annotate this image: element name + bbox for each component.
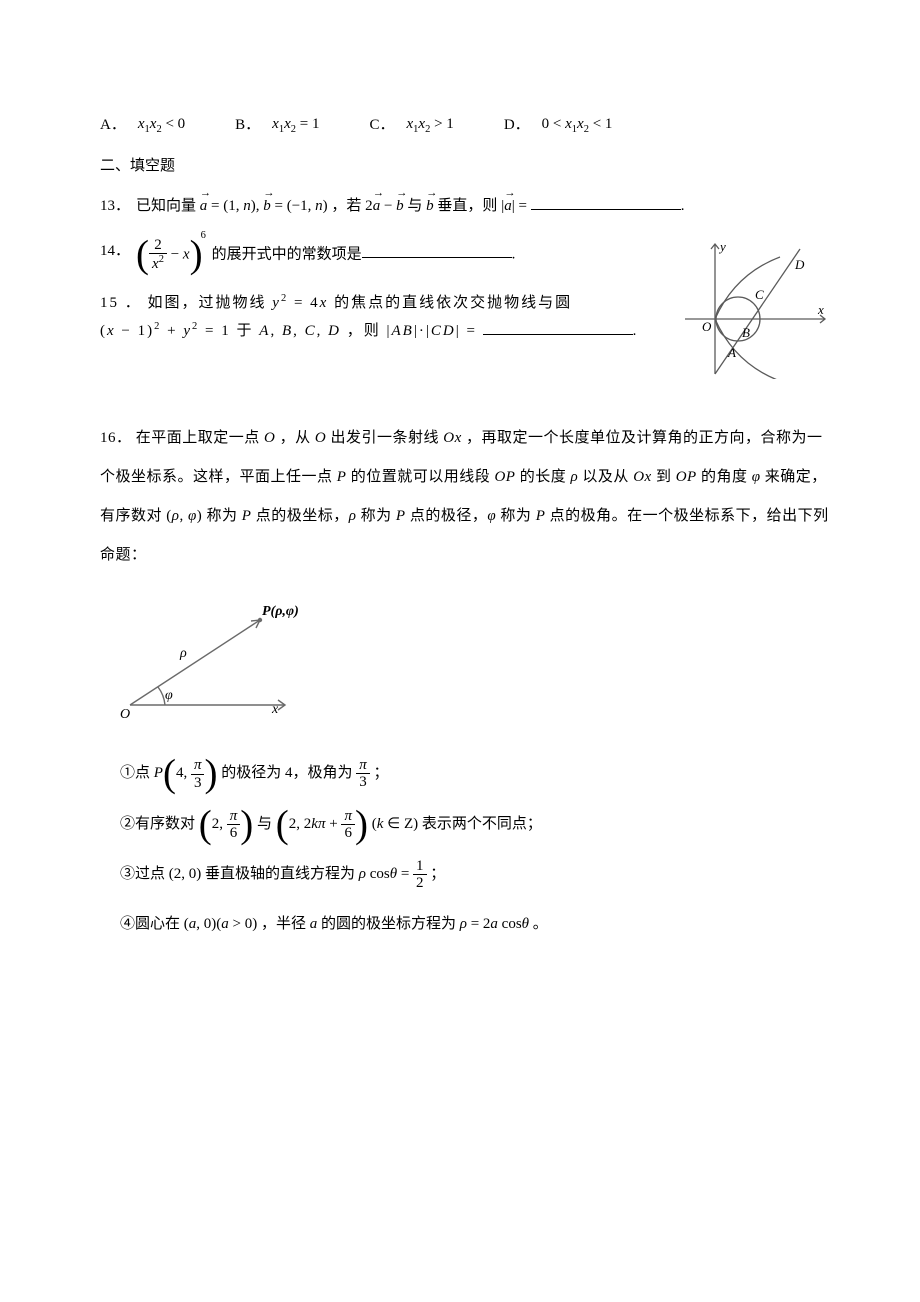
q16-statements: ①点 P(4, π3) 的极径为 4，极角为 π3 ； ②有序数对 (2, π6… <box>120 755 830 942</box>
abs-a-icon: |a| <box>501 198 515 214</box>
svg-text:ρ: ρ <box>179 646 187 661</box>
s3-frac: 12 <box>413 858 427 892</box>
svg-text:x: x <box>271 702 279 717</box>
figure-15: y x O D C B A <box>680 239 830 379</box>
q15-eq1: y2 = 4x <box>272 295 328 311</box>
s4-eq: ρ = 2a cosθ <box>460 916 529 932</box>
option-d-label: D． <box>504 111 530 140</box>
s1-pre: ①点 <box>120 765 154 781</box>
q13-m4: 垂直，则 <box>434 198 502 214</box>
svg-text:P(ρ,φ): P(ρ,φ) <box>262 604 299 619</box>
q13-eq: = <box>515 198 531 214</box>
option-c-expr: x1x2 > 1 <box>407 110 454 140</box>
blank-15 <box>483 319 633 335</box>
s2-expr2: (2, 2kπ + π6) <box>276 806 368 842</box>
svg-text:B: B <box>742 325 750 340</box>
s3-eq: ρ cosθ = <box>359 866 413 882</box>
q15-eq2: (x − 1)2 + y2 = 1 <box>100 323 231 339</box>
option-a-expr: x1x2 < 0 <box>138 110 185 140</box>
q13-period: . <box>681 198 685 214</box>
q13-num: 13． <box>100 192 130 221</box>
q14-tail: 的展开式中的常数项是 <box>212 246 362 262</box>
statement-2: ②有序数对 (2, π6) 与 (2, 2kπ + π6) (k ∈ Z) 表示… <box>120 806 830 843</box>
s1-mid: 的极径为 4，极角为 <box>221 765 356 781</box>
option-a-label: A． <box>100 111 126 140</box>
svg-text:φ: φ <box>165 688 173 703</box>
s2-cond: (k ∈ Z) <box>372 816 418 832</box>
parabola-circle-line-icon: y x O D C B A <box>680 239 830 379</box>
svg-text:A: A <box>727 345 736 360</box>
option-d: D． 0 < x1x2 < 1 <box>504 110 613 140</box>
option-c: C． x1x2 > 1 <box>369 110 453 140</box>
q13-m1: ，若 2 <box>331 198 372 214</box>
section-title-fill: 二、填空题 <box>100 152 830 181</box>
s2-end: 表示两个不同点； <box>422 816 542 832</box>
option-c-label: C． <box>369 111 394 140</box>
s2-pre: ②有序数对 <box>120 816 199 832</box>
option-b: B． x1x2 = 1 <box>235 110 319 140</box>
option-a: A． x1x2 < 0 <box>100 110 185 140</box>
s1-end: ； <box>373 765 388 781</box>
q14-expr: (2x2 − x)6 <box>136 237 208 273</box>
q15-period: . <box>633 323 639 339</box>
question-13: 13． 已知向量 a = (1, n), b = (−1, n) ，若 2a −… <box>100 192 830 221</box>
option-d-expr: 0 < x1x2 < 1 <box>542 110 613 140</box>
vector-b2-icon: b <box>396 192 404 221</box>
q15-eq3: |AB|·|CD| = <box>386 323 482 339</box>
blank-13 <box>531 194 681 210</box>
q16-num: 16． <box>100 430 132 446</box>
vector-a-icon: a <box>200 192 208 221</box>
q13-pre: 已知向量 <box>136 198 196 214</box>
statement-3: ③过点 (2, 0) 垂直极轴的直线方程为 ρ cosθ = 12 ； <box>120 856 830 892</box>
svg-text:O: O <box>120 707 130 722</box>
option-b-label: B． <box>235 111 260 140</box>
q15-t1: 如图，过抛物线 <box>148 295 273 311</box>
q16-body: 在平面上取定一点 O ，从 O 出发引一条射线 Ox ，再取定一个长度单位及计算… <box>100 430 829 563</box>
q14-period: . <box>512 246 516 262</box>
q15-t2: 的焦点的直线依次交抛物线与圆 <box>334 295 572 311</box>
q14-num: 14． <box>100 237 130 266</box>
polar-coord-diagram-icon: O x P(ρ,φ) ρ φ <box>110 595 310 725</box>
svg-text:y: y <box>718 239 726 254</box>
vector-b-icon: b <box>263 192 271 221</box>
statement-1: ①点 P(4, π3) 的极径为 4，极角为 π3 ； <box>120 755 830 792</box>
blank-14 <box>362 242 512 258</box>
question-15: 15 ． 如图，过抛物线 y2 = 4x 的焦点的直线依次交抛物线与圆 (x −… <box>100 289 830 379</box>
vector-a2-icon: a <box>373 192 381 221</box>
s4-end: 。 <box>533 916 548 932</box>
s3-pre: ③过点 (2, 0) 垂直极轴的直线方程为 <box>120 866 359 882</box>
s3-end: ； <box>430 866 445 882</box>
figure-16: O x P(ρ,φ) ρ φ <box>110 595 310 725</box>
q13-body: 已知向量 a = (1, n), b = (−1, n) ，若 2a − b 与… <box>136 192 830 221</box>
s1-frac: π3 <box>356 757 370 791</box>
q15-t3: 于 A, B, C, D ，则 <box>237 323 387 339</box>
question-16: 16． 在平面上取定一点 O ，从 O 出发引一条射线 Ox ，再取定一个长度单… <box>100 419 830 575</box>
s2-mid: 与 <box>257 816 276 832</box>
q13-b: = (−1, n) <box>271 198 328 214</box>
option-b-expr: x1x2 = 1 <box>272 110 319 140</box>
s4-pre: ④圆心在 (a, 0)(a > 0) ，半径 a 的圆的极坐标方程为 <box>120 916 460 932</box>
q15-text: 15 ． 如图，过抛物线 y2 = 4x 的焦点的直线依次交抛物线与圆 (x −… <box>100 289 664 346</box>
svg-text:D: D <box>794 257 805 272</box>
q13-a: = (1, n), <box>207 198 259 214</box>
svg-text:O: O <box>702 319 712 334</box>
mc-options-row: A． x1x2 < 0 B． x1x2 = 1 C． x1x2 > 1 D． 0… <box>100 110 830 140</box>
statement-4: ④圆心在 (a, 0)(a > 0) ，半径 a 的圆的极坐标方程为 ρ = 2… <box>120 906 830 942</box>
s1-expr: P(4, π3) <box>154 755 218 791</box>
vector-b3-icon: b <box>426 192 434 221</box>
svg-text:C: C <box>755 287 764 302</box>
q15-num: 15 ． <box>100 295 142 311</box>
svg-text:x: x <box>817 302 824 317</box>
s2-expr1: (2, π6) <box>199 806 254 842</box>
